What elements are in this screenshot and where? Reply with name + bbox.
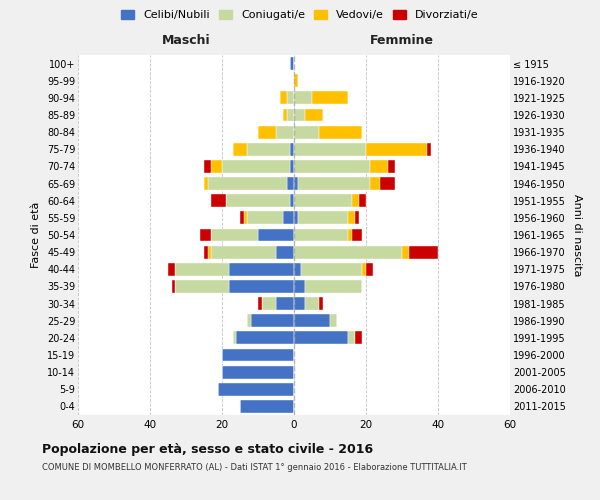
Bar — [301, 263, 362, 276]
Bar — [294, 212, 298, 224]
Bar — [233, 332, 236, 344]
Bar — [409, 246, 438, 258]
Legend: Celibi/Nubili, Coniugati/e, Vedovi/e, Divorziati/e: Celibi/Nubili, Coniugati/e, Vedovi/e, Di… — [117, 6, 483, 25]
Bar — [175, 263, 229, 276]
Bar — [305, 108, 323, 122]
Bar — [229, 263, 294, 276]
Bar — [427, 143, 431, 156]
Bar — [330, 314, 337, 327]
Bar — [262, 297, 276, 310]
Bar — [287, 177, 294, 190]
Bar — [359, 194, 366, 207]
Bar — [319, 297, 323, 310]
Bar — [312, 92, 348, 104]
Bar — [211, 246, 276, 258]
Bar — [211, 160, 222, 173]
Bar — [355, 212, 359, 224]
Bar — [226, 194, 290, 207]
Bar — [355, 332, 362, 344]
Bar — [294, 74, 298, 87]
Bar — [294, 246, 402, 258]
Bar — [222, 160, 290, 173]
Bar — [290, 143, 294, 156]
Y-axis label: Fasce di età: Fasce di età — [31, 202, 41, 268]
Bar — [222, 366, 294, 378]
Bar — [294, 108, 305, 122]
Bar — [211, 228, 258, 241]
Bar — [294, 332, 348, 344]
Bar — [290, 57, 294, 70]
Bar — [294, 92, 312, 104]
Bar — [352, 194, 359, 207]
Bar — [175, 280, 229, 293]
Bar — [294, 177, 298, 190]
Bar — [366, 143, 427, 156]
Bar — [276, 126, 294, 138]
Text: Maschi: Maschi — [161, 34, 211, 48]
Bar — [294, 314, 330, 327]
Bar — [294, 143, 366, 156]
Bar — [348, 332, 355, 344]
Bar — [236, 332, 294, 344]
Bar — [204, 160, 211, 173]
Bar — [283, 212, 294, 224]
Bar — [240, 212, 244, 224]
Bar — [366, 263, 373, 276]
Bar — [276, 297, 294, 310]
Bar — [208, 177, 287, 190]
Bar — [240, 400, 294, 413]
Bar — [233, 143, 247, 156]
Bar — [294, 126, 319, 138]
Bar — [388, 160, 395, 173]
Bar — [211, 194, 226, 207]
Text: COMUNE DI MOMBELLO MONFERRATO (AL) - Dati ISTAT 1° gennaio 2016 - Elaborazione T: COMUNE DI MOMBELLO MONFERRATO (AL) - Dat… — [42, 462, 467, 471]
Bar — [290, 194, 294, 207]
Bar — [287, 108, 294, 122]
Text: Popolazione per età, sesso e stato civile - 2016: Popolazione per età, sesso e stato civil… — [42, 442, 373, 456]
Text: Femmine: Femmine — [370, 34, 434, 48]
Bar — [258, 297, 262, 310]
Bar — [370, 160, 388, 173]
Bar — [370, 177, 380, 190]
Bar — [290, 160, 294, 173]
Bar — [362, 263, 366, 276]
Bar — [276, 246, 294, 258]
Bar — [280, 92, 287, 104]
Bar — [222, 348, 294, 362]
Bar — [294, 194, 352, 207]
Bar — [319, 126, 362, 138]
Bar — [204, 177, 208, 190]
Bar — [258, 228, 294, 241]
Bar — [247, 143, 290, 156]
Bar — [298, 212, 348, 224]
Bar — [305, 280, 362, 293]
Bar — [172, 280, 175, 293]
Bar — [294, 263, 301, 276]
Y-axis label: Anni di nascita: Anni di nascita — [572, 194, 583, 276]
Bar — [283, 108, 287, 122]
Bar — [287, 92, 294, 104]
Bar — [258, 126, 276, 138]
Bar — [305, 297, 319, 310]
Bar — [247, 212, 283, 224]
Bar — [294, 160, 370, 173]
Bar — [247, 314, 251, 327]
Bar — [402, 246, 409, 258]
Bar — [294, 297, 305, 310]
Bar — [218, 383, 294, 396]
Bar — [200, 228, 211, 241]
Bar — [298, 177, 370, 190]
Bar — [352, 228, 362, 241]
Bar — [168, 263, 175, 276]
Bar — [294, 228, 348, 241]
Bar — [204, 246, 208, 258]
Bar — [380, 177, 395, 190]
Bar — [208, 246, 211, 258]
Bar — [294, 280, 305, 293]
Bar — [244, 212, 247, 224]
Bar — [348, 228, 352, 241]
Bar — [251, 314, 294, 327]
Bar — [348, 212, 355, 224]
Bar — [229, 280, 294, 293]
